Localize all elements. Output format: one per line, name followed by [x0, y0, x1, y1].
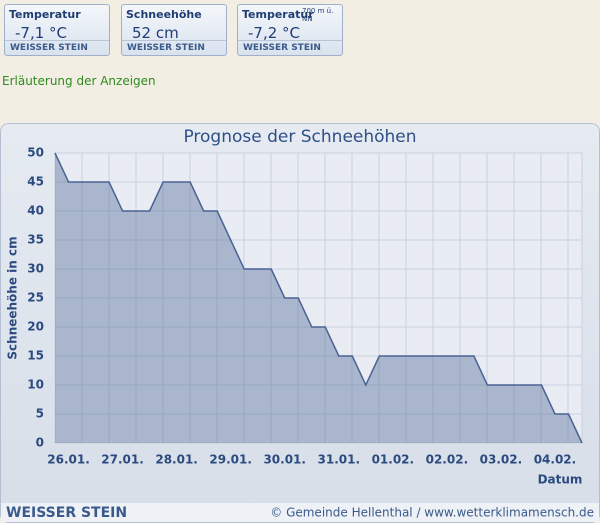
- x-tick-label: 29.01.: [209, 453, 252, 467]
- x-tick-label: 31.01.: [318, 453, 361, 467]
- y-tick-label: 15: [27, 349, 44, 363]
- y-tick-label: 30: [27, 262, 44, 276]
- help-link[interactable]: Erläuterung der Anzeigen: [2, 74, 156, 88]
- widget[interactable]: Schneehöhe 52 cm WEISSER STEIN: [121, 4, 227, 56]
- widget[interactable]: Temperatur 700 m ü. NN -7,2 °C WEISSER STEI…: [237, 4, 343, 56]
- x-tick-label: 26.01.: [47, 453, 90, 467]
- widget-location: WEISSER STEIN: [5, 40, 109, 55]
- x-tick-label: 27.01.: [101, 453, 144, 467]
- x-tick-label: 30.01.: [263, 453, 306, 467]
- widget-label: Temperatur: [242, 8, 314, 21]
- y-tick-label: 0: [36, 436, 44, 450]
- line: [54, 152, 583, 444]
- widget-value: 52 cm: [132, 24, 179, 42]
- x-tick-label: 02.02.: [426, 453, 469, 467]
- area: [55, 153, 582, 443]
- y-tick-label: 45: [27, 175, 44, 189]
- chart: 0 5 10 15 20 25 30 35 40 45 50 26.01. 27.01. 28.01. 29…: [0, 123, 600, 523]
- widget-label: Temperatur: [9, 8, 81, 21]
- y-axis-label: Schneehöhe in cm: [6, 236, 20, 359]
- x-tick-label: 01.02.: [372, 453, 415, 467]
- y-tick-label: 20: [27, 320, 44, 334]
- widget-label: Schneehöhe: [126, 8, 202, 21]
- x-tick-label: 03.02.: [480, 453, 523, 467]
- widget-value: -7,1 °C: [15, 24, 68, 42]
- y-tick-label: 40: [27, 204, 44, 218]
- widget[interactable]: Temperatur -7,1 °C WEISSER STEIN: [4, 4, 110, 56]
- chart-title: Prognose der Schneehöhen: [183, 127, 416, 147]
- footer-right: © Gemeinde Hellenthal / www.wetterklimam…: [270, 506, 594, 520]
- footer-left: WEISSER STEIN: [6, 505, 127, 521]
- y-tick-label: 50: [27, 146, 44, 160]
- x-tick-label: 28.01.: [155, 453, 198, 467]
- y-tick-label: 25: [27, 291, 44, 305]
- footer-bar: [1, 503, 599, 522]
- y-tick-label: 35: [27, 233, 44, 247]
- widget-location: WEISSER STEIN: [122, 40, 226, 55]
- widget-location: WEISSER STEIN: [238, 40, 342, 55]
- widget-value: -7,2 °C: [248, 24, 301, 42]
- widget-sublabel: 700 m ü. NN: [302, 7, 334, 23]
- y-tick-label: 10: [27, 378, 44, 392]
- x-axis-label: Datum: [538, 473, 583, 487]
- y-tick-label: 5: [36, 407, 44, 421]
- x-tick-label: 04.02.: [534, 453, 577, 467]
